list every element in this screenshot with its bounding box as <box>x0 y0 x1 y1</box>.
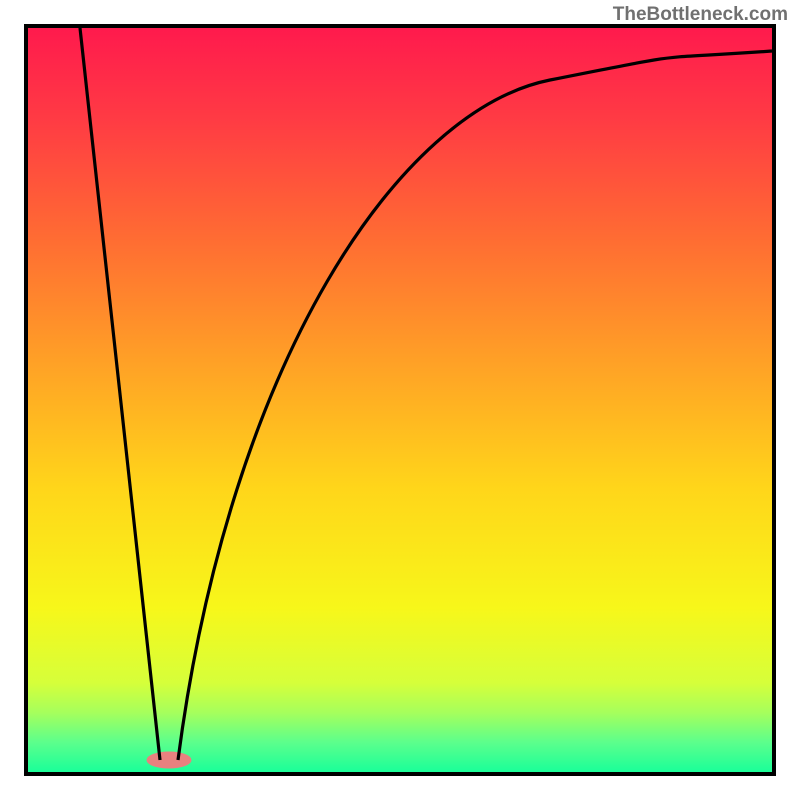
watermark-text: TheBottleneck.com <box>613 4 788 26</box>
bottleneck-chart <box>0 0 800 800</box>
optimal-marker <box>147 752 191 768</box>
chart-background <box>28 28 772 772</box>
chart-container: TheBottleneck.com <box>0 0 800 800</box>
